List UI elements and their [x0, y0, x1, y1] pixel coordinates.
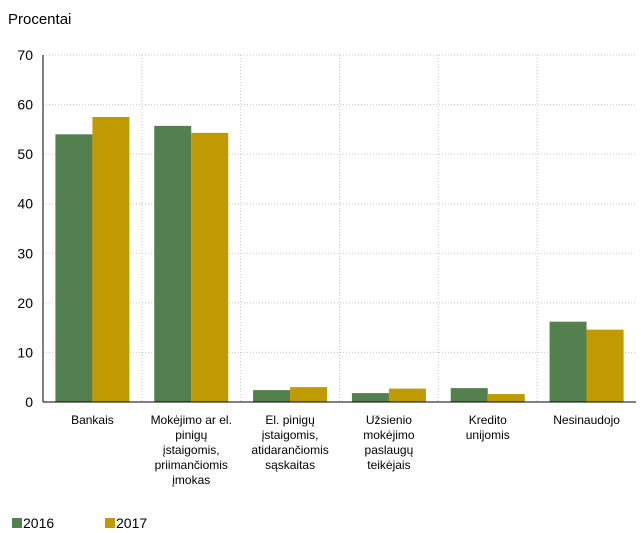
x-categories: Bankais Mokėjimo ar el. pinigų įstaigomis, p… [71, 413, 620, 487]
grid [43, 54, 636, 402]
x-category-line: Kredito [469, 413, 507, 427]
y-axis-label: Procentai [8, 11, 71, 28]
bar-2016 [351, 393, 389, 402]
x-category-line: mokėjimo [363, 428, 415, 442]
bar-2016 [450, 388, 488, 402]
bars [55, 116, 624, 403]
legend-label: 2017 [116, 515, 147, 531]
legend-swatch-2016 [12, 518, 22, 528]
y-tick-label: 40 [17, 196, 33, 212]
x-category-line: sąskaitas [265, 458, 315, 472]
x-category-line: Užsienio [366, 413, 412, 427]
x-category-line: pinigų [175, 428, 207, 442]
legend-swatch-2017 [105, 518, 115, 528]
x-category-line: Nesinaudojo [553, 413, 620, 427]
legend: 2016 2017 [12, 515, 147, 531]
y-tick-label: 10 [17, 344, 33, 360]
bar-2016 [253, 390, 291, 402]
x-category-label: El. pinigų įstaigomis, atidarančiomis sąska… [251, 413, 328, 472]
bar-2017 [191, 132, 229, 402]
x-category-line: unijomis [466, 428, 510, 442]
x-category-line: Mokėjimo ar el. [151, 413, 232, 427]
bar-2016 [154, 125, 192, 402]
x-category-label: Užsienio mokėjimo paslaugų teikėjais [363, 413, 415, 472]
x-category-line: įmokas [172, 473, 210, 487]
bar-2016 [549, 321, 587, 402]
x-category-line: priimančiomis [155, 458, 228, 472]
bar-2017 [290, 387, 328, 402]
y-tick-label: 60 [17, 97, 33, 113]
bar-2017 [388, 388, 426, 402]
x-category-line: įstaigomis, [163, 443, 220, 457]
legend-label: 2016 [23, 515, 54, 531]
x-category-line: atidarančiomis [251, 443, 328, 457]
bar-2017 [92, 116, 130, 402]
x-category-label: Kredito unijomis [466, 413, 510, 442]
axes [42, 55, 636, 403]
bar-2017 [487, 394, 525, 402]
y-tick-label: 0 [25, 394, 33, 410]
y-tick-label: 30 [17, 245, 33, 261]
y-tick-label: 20 [17, 295, 33, 311]
bar-2016 [55, 134, 93, 403]
x-category-label: Mokėjimo ar el. pinigų įstaigomis, priimanč… [151, 413, 232, 487]
y-ticks: 0 10 20 30 40 50 60 70 [17, 47, 33, 410]
y-tick-label: 50 [17, 146, 33, 162]
x-category-line: įstaigomis, [262, 428, 319, 442]
x-category-line: El. pinigų [265, 413, 315, 427]
x-category-label: Bankais [71, 413, 114, 427]
x-category-line: paslaugų [365, 443, 414, 457]
y-tick-label: 70 [17, 47, 33, 63]
x-category-label: Nesinaudojo [553, 413, 620, 427]
x-category-line: teikėjais [367, 458, 410, 472]
x-category-line: Bankais [71, 413, 114, 427]
bar-2017 [586, 329, 624, 402]
